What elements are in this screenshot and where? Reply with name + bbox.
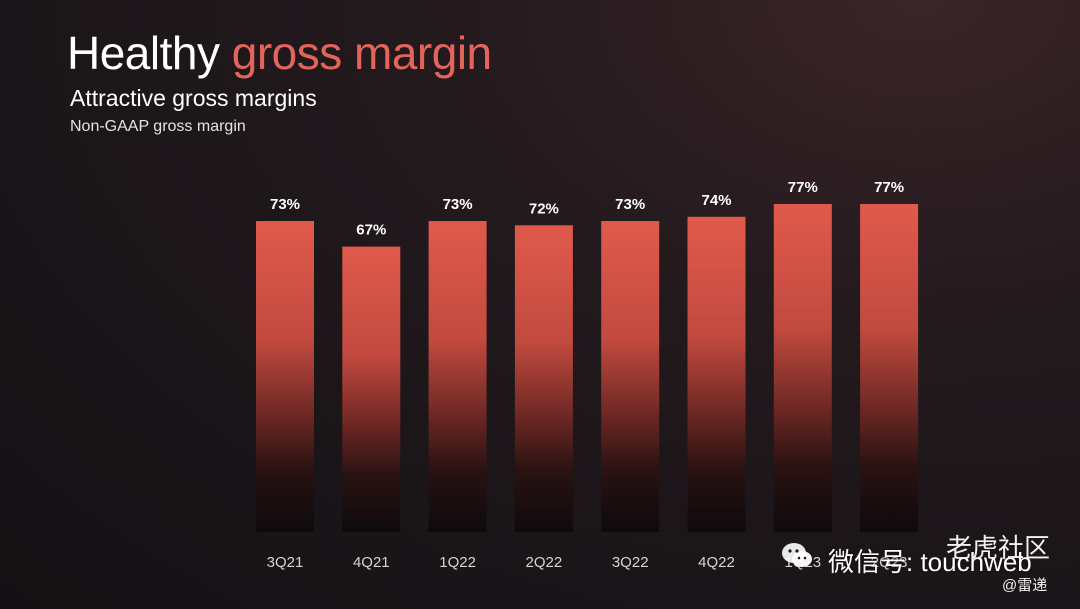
category-label-4Q22: 4Q22	[698, 554, 735, 571]
data-label-2Q23: 77%	[874, 179, 904, 196]
bar-1Q23	[773, 204, 832, 532]
category-label-2Q22: 2Q22	[526, 554, 563, 571]
data-label-3Q22: 73%	[615, 196, 645, 213]
category-label-3Q21: 3Q21	[267, 554, 304, 571]
data-label-2Q22: 72%	[529, 200, 559, 217]
page-title-main: Healthy	[67, 27, 220, 79]
category-label-1Q22: 1Q22	[439, 554, 476, 571]
data-label-4Q21: 67%	[356, 222, 386, 239]
data-label-3Q21: 73%	[270, 196, 300, 213]
chart-note: Non-GAAP gross margin	[70, 118, 246, 135]
bar-2Q22	[514, 225, 573, 532]
bar-3Q21	[256, 221, 314, 533]
wechat-icon	[782, 543, 812, 567]
watermark: 微信号: touchweb 老虎社区 @雷递	[780, 530, 1070, 600]
category-label-3Q22: 3Q22	[612, 554, 649, 571]
data-label-4Q22: 74%	[701, 192, 731, 209]
chart-subtitle: Attractive gross margins	[70, 85, 317, 111]
page-title-accent: gross margin	[231, 27, 492, 79]
bar-1Q22	[428, 221, 487, 533]
bar-3Q22	[601, 221, 660, 533]
category-label-2Q23: 2Q23	[871, 554, 908, 571]
category-label-4Q21: 4Q21	[353, 554, 390, 571]
watermark-wechat-id: 微信号: touchweb	[828, 547, 1032, 577]
data-label-1Q23: 77%	[788, 179, 818, 196]
watermark-community: 老虎社区	[946, 533, 1051, 563]
bar-2Q23	[860, 204, 919, 532]
watermark-handle: @雷递	[1002, 577, 1048, 594]
bar-4Q22	[687, 216, 746, 532]
bar-4Q21	[342, 246, 401, 532]
data-label-1Q22: 73%	[443, 196, 473, 213]
page-title: Healthy gross margin	[67, 26, 492, 80]
